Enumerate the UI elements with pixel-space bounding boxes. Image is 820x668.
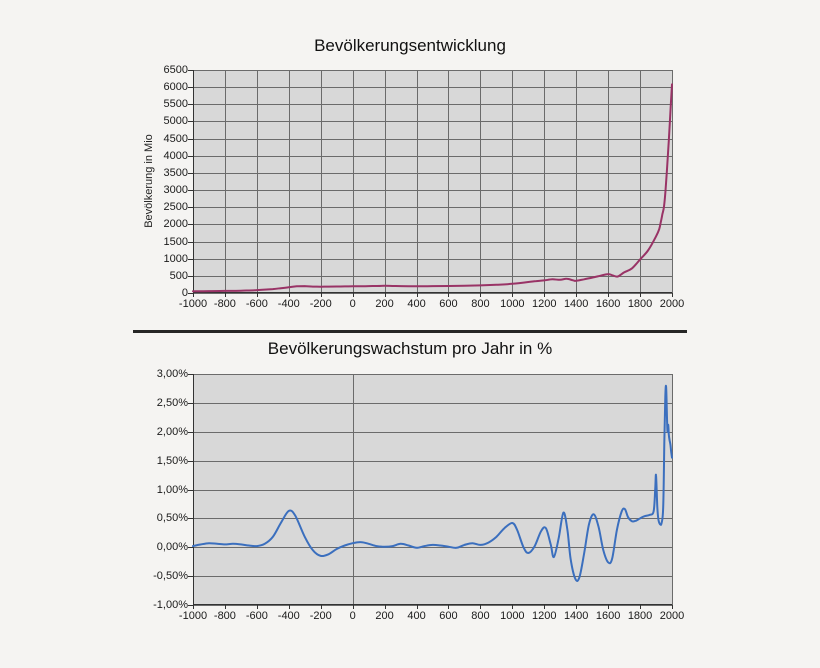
y-tick-label: 4500: [163, 132, 188, 145]
x-tick-label: -600: [245, 298, 268, 310]
growth-plot-svg: [188, 374, 673, 609]
population-chart: Bevölkerungsentwicklung Bevölkerung in M…: [133, 30, 687, 322]
x-tick-label: -800: [213, 610, 236, 622]
x-tick-label: 1800: [627, 298, 653, 310]
x-tick-label: 1200: [532, 298, 557, 310]
x-tick-label: 1800: [627, 610, 653, 622]
x-tick-label: 800: [471, 298, 490, 310]
x-tick-label: -200: [309, 298, 332, 310]
x-tick-label: -600: [245, 610, 268, 622]
x-tick-label: 1000: [500, 610, 525, 622]
y-tick-label: 2000: [163, 218, 188, 231]
x-tick-label: 2000: [659, 610, 685, 622]
y-tick-label: 0,00%: [156, 541, 188, 554]
x-tick-label: 400: [407, 610, 426, 622]
x-tick-label: 600: [439, 610, 458, 622]
x-tick-label: -200: [309, 610, 332, 622]
y-tick-label: 1,00%: [156, 483, 188, 496]
x-tick-label: 400: [407, 298, 426, 310]
x-tick-label: 2000: [659, 298, 685, 310]
charts-divider-line: [133, 330, 687, 333]
growth-chart-title: Bevölkerungswachstum pro Jahr in %: [267, 339, 553, 358]
x-tick-label: -1000: [178, 298, 208, 310]
y-tick-label: -0,50%: [153, 570, 188, 583]
y-tick-label: 2500: [163, 201, 188, 214]
y-tick-label: 3,00%: [156, 368, 188, 380]
x-tick-label: 0: [349, 610, 356, 622]
y-tick-label: 0,50%: [156, 512, 188, 525]
x-tick-label: 1000: [500, 298, 525, 310]
x-tick-label: 1200: [532, 610, 557, 622]
y-tick-label: 6500: [163, 64, 188, 76]
x-tick-label: 1400: [563, 298, 589, 310]
y-tick-label: 5000: [163, 115, 188, 128]
x-tick-label: -400: [277, 610, 300, 622]
y-tick-label: 500: [169, 269, 188, 282]
y-tick-label: -1,00%: [153, 599, 188, 611]
y-tick-label: 3000: [163, 184, 188, 197]
y-tick-label: 2,50%: [156, 396, 188, 409]
x-tick-label: 200: [375, 610, 394, 622]
x-tick-label: 600: [439, 298, 458, 310]
x-tick-label: -800: [213, 298, 236, 310]
population-plot-svg: [188, 70, 673, 297]
y-tick-label: 4000: [163, 149, 188, 162]
y-tick-label: 1500: [163, 235, 188, 248]
y-tick-label: 3500: [163, 166, 188, 179]
x-tick-label: 1600: [595, 298, 621, 310]
population-chart-title: Bevölkerungsentwicklung: [314, 36, 506, 55]
growth-chart: Bevölkerungswachstum pro Jahr in % -1000…: [133, 337, 687, 637]
x-tick-label: 1600: [595, 610, 621, 622]
population-y-axis-title: Bevölkerung in Mio: [143, 134, 155, 228]
y-tick-label: 0: [181, 287, 188, 299]
y-tick-label: 1,50%: [156, 454, 188, 467]
y-tick-label: 6000: [163, 81, 188, 94]
x-tick-label: -400: [277, 298, 300, 310]
x-tick-label: 200: [375, 298, 394, 310]
x-tick-label: 1400: [563, 610, 589, 622]
x-tick-label: -1000: [178, 610, 208, 622]
x-tick-label: 800: [471, 610, 490, 622]
y-tick-label: 5500: [163, 98, 188, 111]
y-tick-label: 1000: [163, 252, 188, 265]
y-tick-label: 2,00%: [156, 425, 188, 438]
x-tick-label: 0: [349, 298, 356, 310]
